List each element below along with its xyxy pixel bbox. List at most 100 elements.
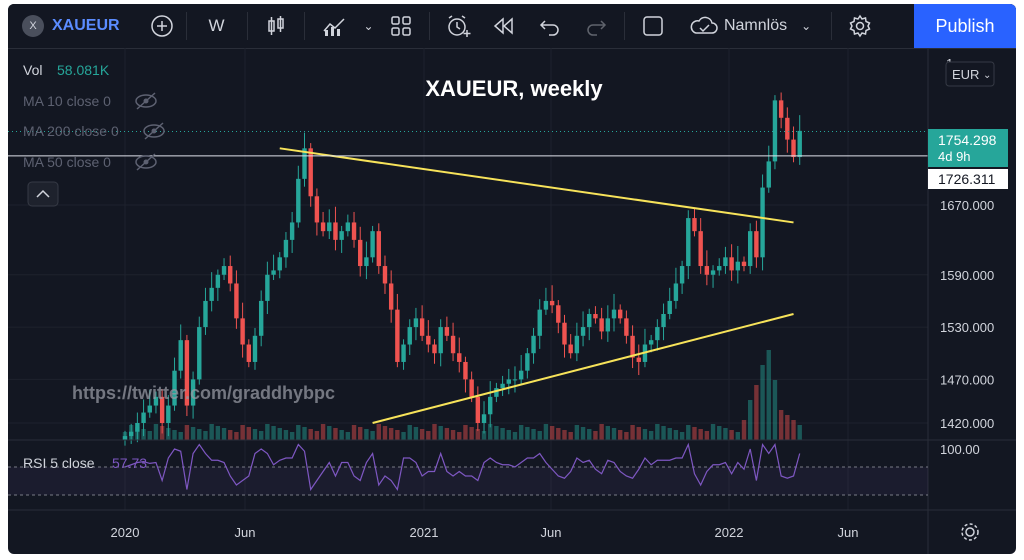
- eye-slash-icon[interactable]: [135, 153, 157, 171]
- watermark-text: https://twitter.com/graddhybpc: [72, 383, 335, 403]
- candle-body: [457, 353, 462, 362]
- volume-bar: [785, 415, 790, 440]
- candle-body: [141, 412, 146, 423]
- volume-bar: [488, 424, 493, 440]
- volume-bar: [642, 429, 648, 440]
- volume-bar: [178, 432, 183, 440]
- collapse-legend-button[interactable]: [27, 181, 59, 207]
- settings-button[interactable]: [838, 4, 882, 48]
- candle-body: [407, 327, 412, 345]
- volume-bar: [327, 426, 332, 440]
- candle-body: [630, 335, 635, 358]
- candle-body: [265, 274, 270, 301]
- volume-bar: [562, 430, 567, 440]
- volume-bar: [419, 429, 425, 440]
- candle-body: [345, 222, 351, 232]
- volume-bar: [506, 430, 511, 440]
- fullscreen-button[interactable]: [631, 4, 675, 48]
- candle-body: [302, 148, 307, 179]
- eye-slash-icon[interactable]: [135, 92, 157, 110]
- candles-icon: [267, 16, 284, 35]
- symbol-search-button[interactable]: XAUEUR: [52, 17, 120, 34]
- volume-bar: [172, 430, 177, 440]
- alert-button[interactable]: [436, 4, 482, 48]
- hline-price-value: 1726.311: [938, 171, 996, 187]
- eye-slash-icon[interactable]: [143, 122, 165, 140]
- candle-body: [376, 231, 381, 267]
- layout-save-button[interactable]: Namnlös ⌄: [675, 4, 825, 48]
- volume-bar: [735, 432, 741, 440]
- chart-canvas[interactable]: Vol 58.081K MA 10 close 0 MA 200 close 0…: [8, 48, 1016, 554]
- volume-bar: [698, 429, 703, 440]
- candle-body: [277, 257, 282, 271]
- candle-body: [401, 344, 406, 362]
- volume-bar: [308, 429, 313, 440]
- chart-window: X XAUEUR W ⌄: [8, 4, 1016, 554]
- candle-body: [506, 379, 511, 384]
- volume-bar: [518, 425, 524, 440]
- candle-body: [450, 335, 456, 354]
- volume-bar: [265, 424, 270, 440]
- volume-bar: [481, 431, 487, 440]
- candles: [122, 92, 802, 446]
- volume-bar: [351, 425, 357, 440]
- volume-bar: [240, 425, 245, 440]
- candle-body: [159, 396, 165, 423]
- layout-grid-button[interactable]: [379, 4, 423, 48]
- indicators-button[interactable]: [311, 4, 359, 48]
- candle-body: [679, 266, 685, 284]
- toolbar-divider: [623, 12, 625, 40]
- candle-body: [611, 309, 617, 319]
- candle-body: [240, 318, 245, 345]
- indicators-dropdown-icon[interactable]: ⌄: [363, 19, 374, 33]
- last-price-value: 1754.298: [938, 132, 997, 148]
- candle-body: [308, 148, 313, 197]
- publish-button[interactable]: Publish: [914, 4, 1016, 48]
- candle-body: [419, 318, 425, 336]
- cloud-icon: [690, 16, 718, 34]
- volume-bar: [549, 426, 555, 440]
- rsi-axis-label: 100.00: [940, 442, 980, 457]
- interval-button[interactable]: W: [208, 16, 225, 35]
- toolbar-divider: [185, 12, 187, 40]
- time-axis[interactable]: 2020 Jun 2021 Jun 2022 Jun: [111, 525, 859, 540]
- redo-button[interactable]: [574, 4, 618, 48]
- volume-bar: [258, 431, 264, 440]
- currency-label: EUR: [952, 67, 979, 82]
- volume-bar: [611, 428, 617, 440]
- chart-area[interactable]: Vol 58.081K MA 10 close 0 MA 200 close 0…: [8, 48, 1016, 554]
- candle-body: [221, 266, 227, 275]
- candle-body: [296, 178, 301, 223]
- ma10-legend[interactable]: MA 10 close 0: [23, 93, 111, 109]
- volume-bar: [747, 400, 753, 440]
- ma50-legend[interactable]: MA 50 close 0: [23, 154, 111, 170]
- currency-button[interactable]: EUR ⌄: [945, 61, 995, 87]
- ma200-legend[interactable]: MA 200 close 0: [23, 123, 119, 139]
- volume-bar: [314, 431, 320, 440]
- toolbar-divider: [303, 12, 305, 40]
- volume-bar: [296, 425, 301, 440]
- candle-body: [698, 231, 703, 267]
- candle-body: [605, 318, 611, 332]
- candle-body: [723, 257, 728, 267]
- compare-add-button[interactable]: [144, 4, 180, 48]
- replay-button[interactable]: [482, 4, 526, 48]
- axis-settings-icon[interactable]: [961, 523, 979, 541]
- volume-bar: [444, 428, 450, 440]
- candle-body: [209, 287, 214, 301]
- price-axis[interactable]: 1420.000 1470.000 1530.000 1590.000 1670.000: [940, 198, 994, 431]
- candle-body: [574, 335, 580, 354]
- volume-bar: [537, 431, 542, 440]
- candle-body: [252, 335, 258, 362]
- volume-bar: [556, 428, 561, 440]
- trendlines[interactable]: [279, 147, 794, 424]
- volume-bar: [221, 428, 227, 440]
- undo-button[interactable]: [526, 4, 574, 48]
- candle-body: [531, 335, 536, 354]
- volume-bar: [345, 432, 351, 440]
- candle-body: [785, 117, 790, 140]
- toolbar-divider: [246, 12, 248, 40]
- volume-bar: [568, 432, 573, 440]
- candles-style-button[interactable]: [254, 4, 298, 48]
- rsi-line: [124, 442, 801, 492]
